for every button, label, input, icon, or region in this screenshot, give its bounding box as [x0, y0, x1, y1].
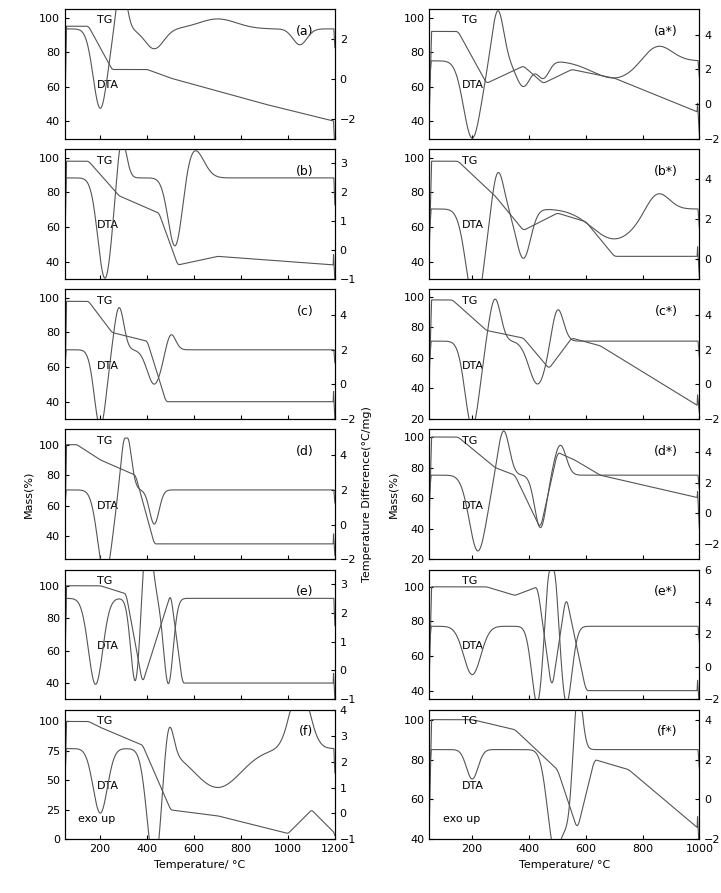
Text: (e): (e) — [296, 585, 314, 598]
Text: DTA: DTA — [97, 221, 119, 230]
Text: (a*): (a*) — [654, 24, 678, 38]
Text: TG: TG — [97, 296, 112, 305]
Text: DTA: DTA — [97, 641, 119, 651]
Text: TG: TG — [97, 576, 112, 586]
Text: (d*): (d*) — [654, 445, 678, 458]
Text: TG: TG — [97, 436, 112, 446]
Text: exo up: exo up — [79, 814, 115, 824]
Text: (f): (f) — [299, 725, 314, 739]
Text: TG: TG — [97, 155, 112, 165]
Text: TG: TG — [97, 15, 112, 25]
Text: DTA: DTA — [461, 361, 484, 371]
Text: DTA: DTA — [461, 80, 484, 90]
Text: TG: TG — [461, 296, 477, 305]
Text: (b*): (b*) — [654, 164, 678, 178]
Text: DTA: DTA — [97, 781, 119, 791]
Text: TG: TG — [461, 716, 477, 726]
X-axis label: Temperature/ °C: Temperature/ °C — [518, 860, 610, 870]
Text: TG: TG — [461, 436, 477, 446]
Y-axis label: Mass(%): Mass(%) — [24, 471, 33, 518]
Text: (f*): (f*) — [658, 725, 678, 739]
Text: (a): (a) — [296, 24, 314, 38]
Text: (e*): (e*) — [654, 585, 678, 598]
Text: TG: TG — [461, 576, 477, 586]
Text: (b): (b) — [296, 164, 314, 178]
Text: DTA: DTA — [97, 501, 119, 511]
Text: TG: TG — [97, 716, 112, 726]
Text: DTA: DTA — [461, 501, 484, 511]
Y-axis label: Temperature Difference(°C/mg): Temperature Difference(°C/mg) — [362, 406, 372, 582]
Text: DTA: DTA — [97, 80, 119, 90]
Y-axis label: Mass(%): Mass(%) — [388, 471, 398, 518]
Text: DTA: DTA — [461, 641, 484, 651]
Text: DTA: DTA — [461, 221, 484, 230]
Text: (d): (d) — [296, 445, 314, 458]
X-axis label: Temperature/ °C: Temperature/ °C — [154, 860, 246, 870]
Text: TG: TG — [461, 155, 477, 165]
Text: DTA: DTA — [461, 781, 484, 791]
Text: DTA: DTA — [97, 361, 119, 371]
Text: (c*): (c*) — [655, 305, 678, 318]
Text: TG: TG — [461, 15, 477, 25]
Text: (c): (c) — [296, 305, 314, 318]
Text: exo up: exo up — [443, 814, 480, 824]
